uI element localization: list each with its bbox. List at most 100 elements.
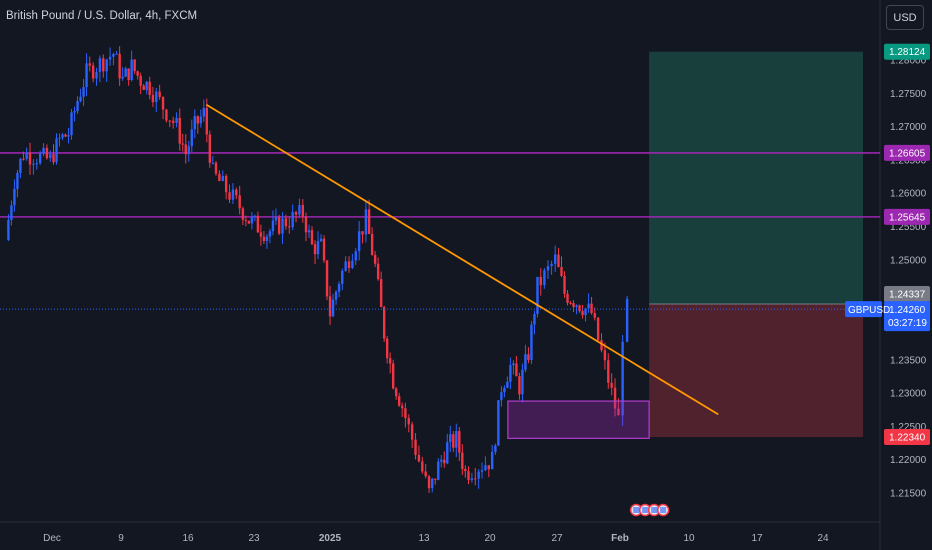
level-price-badge: 1.26605 [889, 148, 926, 159]
candle-body [277, 217, 281, 234]
candle-body [28, 152, 32, 165]
candle-body [494, 445, 497, 452]
symbol-tag: GBPUSD [848, 305, 890, 316]
candle-body [569, 302, 572, 304]
candle-body [82, 87, 85, 97]
level-price-badge-bg [884, 144, 930, 161]
candle-body [224, 175, 228, 193]
event-flag-icon-inner [642, 507, 649, 513]
candle-body [382, 307, 386, 339]
candle-body [298, 205, 301, 215]
stop-zone [649, 304, 863, 438]
candle-body [247, 220, 251, 224]
candle-body [221, 175, 224, 181]
candle-body [268, 231, 272, 237]
price-axis-tick: 1.23000 [890, 389, 927, 400]
currency-button[interactable]: USD [886, 5, 924, 30]
candle-body [139, 75, 142, 86]
candle-body [175, 117, 178, 123]
time-axis-tick: 16 [182, 533, 194, 544]
candle-body [130, 59, 133, 81]
candle-body [256, 215, 260, 233]
candle-body [284, 218, 288, 227]
target-zone [649, 51, 863, 305]
candle-body [13, 188, 16, 206]
time-axis-tick: 9 [118, 533, 124, 544]
candle-body [337, 283, 341, 292]
candle-body [208, 134, 212, 163]
candle-body [600, 340, 603, 351]
candle-body [211, 162, 215, 164]
candle-body [214, 162, 218, 174]
entry-price-badge: 1.24337 [889, 290, 926, 301]
candle-body [304, 216, 308, 233]
candle-body [621, 341, 624, 416]
event-flag-icon-inner [633, 507, 640, 513]
candle-body [325, 260, 329, 297]
candle-body [102, 58, 105, 72]
candle-body [165, 109, 168, 121]
candle-body [196, 116, 199, 124]
entry-price-badge-bg [884, 286, 930, 303]
candle-body [506, 381, 509, 388]
candle-body [235, 189, 238, 196]
candle-body [593, 313, 596, 318]
candle-body [105, 59, 108, 72]
candle-body [341, 270, 344, 284]
candle-body [400, 405, 404, 409]
candle-body [52, 154, 55, 163]
candle-body [142, 85, 145, 90]
candle-body [367, 209, 371, 234]
candle-body [155, 91, 158, 103]
candle-body [603, 350, 607, 361]
time-axis-tick: 10 [683, 533, 695, 544]
candle-body [38, 153, 42, 164]
candle-body [265, 236, 269, 242]
candle-body [613, 387, 617, 409]
candle-body [539, 276, 542, 286]
candle-body [394, 388, 398, 397]
candle-body [578, 305, 581, 312]
candle-body [88, 63, 91, 66]
candle-body [55, 138, 58, 163]
candle-body [262, 236, 266, 242]
time-axis-tick: 23 [248, 533, 260, 544]
candle-body [521, 369, 524, 395]
candle-body [512, 363, 515, 366]
candle-body [414, 439, 417, 455]
stop-price-badge-bg [884, 429, 930, 446]
candle-body [319, 238, 323, 242]
candle-body [161, 97, 165, 110]
candle-body [127, 68, 130, 81]
candle-body [25, 152, 28, 159]
candle-body [467, 471, 470, 481]
candle-body [98, 58, 102, 72]
candle-body [407, 418, 410, 425]
candle-body [584, 308, 587, 316]
candle-body [533, 314, 536, 325]
candle-body [241, 208, 245, 220]
candle-body [500, 392, 503, 401]
candle-body [490, 451, 494, 470]
candle-body [148, 81, 151, 95]
candle-body [118, 53, 121, 79]
candle-body [376, 263, 380, 280]
candle-body [64, 134, 67, 137]
candle-body [431, 478, 434, 489]
candle-body [218, 173, 221, 181]
candle-body [484, 465, 487, 471]
candle-body [434, 478, 437, 480]
candle-body [70, 112, 73, 136]
candle-body [487, 465, 491, 470]
candle-body [449, 434, 452, 443]
level-price-badge: 1.25645 [889, 212, 926, 223]
candle-body [530, 324, 533, 361]
candle-body [575, 305, 578, 307]
candle-body [347, 261, 351, 269]
candle-body [581, 311, 584, 316]
candle-body [291, 212, 294, 228]
candle-body [307, 230, 311, 233]
candle-body [253, 215, 257, 217]
candle-body [151, 94, 155, 103]
